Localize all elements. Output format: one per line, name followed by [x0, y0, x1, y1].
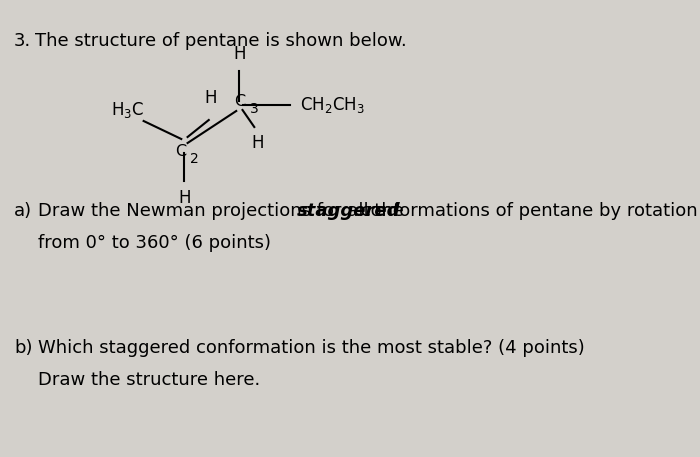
Text: Draw the structure here.: Draw the structure here. [38, 371, 260, 389]
Text: H: H [251, 134, 264, 152]
Text: H: H [204, 89, 216, 107]
Text: H: H [178, 189, 190, 207]
Text: a): a) [14, 202, 32, 220]
Text: from 0° to 360° (6 points): from 0° to 360° (6 points) [38, 234, 271, 252]
Text: C: C [175, 143, 186, 159]
Text: C: C [234, 94, 246, 108]
Text: b): b) [14, 339, 33, 357]
Text: Which staggered conformation is the most stable? (4 points): Which staggered conformation is the most… [38, 339, 584, 357]
Text: CH$_2$CH$_3$: CH$_2$CH$_3$ [300, 95, 365, 115]
Text: Draw the Newman projections for all the: Draw the Newman projections for all the [38, 202, 409, 220]
Text: H$_3$C: H$_3$C [111, 100, 145, 120]
Text: staggered: staggered [297, 202, 400, 220]
Text: The structure of pentane is shown below.: The structure of pentane is shown below. [35, 32, 407, 50]
Text: H: H [233, 45, 246, 63]
Text: 2: 2 [190, 152, 199, 166]
Text: 3: 3 [250, 102, 258, 116]
Text: 3.: 3. [14, 32, 32, 50]
Text: conformations of pentane by rotation: conformations of pentane by rotation [355, 202, 698, 220]
